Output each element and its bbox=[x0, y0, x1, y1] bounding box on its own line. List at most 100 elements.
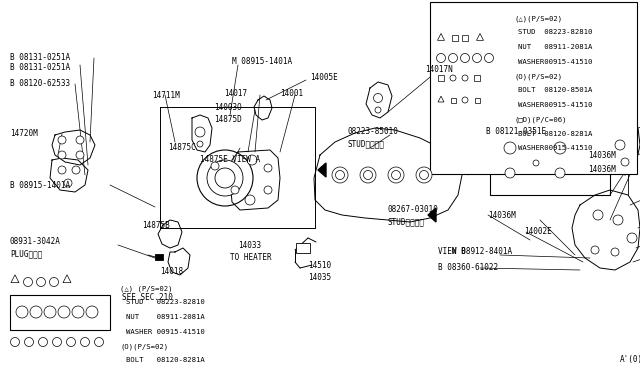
Circle shape bbox=[264, 164, 272, 172]
Circle shape bbox=[231, 186, 239, 194]
Text: 14003O: 14003O bbox=[214, 103, 242, 112]
Circle shape bbox=[505, 168, 515, 178]
Text: PLUGプラグ: PLUGプラグ bbox=[10, 250, 42, 259]
Circle shape bbox=[81, 337, 90, 346]
Circle shape bbox=[360, 167, 376, 183]
Text: 14017N: 14017N bbox=[425, 65, 452, 74]
Circle shape bbox=[504, 142, 516, 154]
Circle shape bbox=[10, 337, 19, 346]
Text: 14510: 14510 bbox=[308, 260, 331, 269]
Circle shape bbox=[533, 160, 539, 166]
Circle shape bbox=[76, 151, 84, 159]
Text: STUD   08223-82810: STUD 08223-82810 bbox=[126, 299, 205, 305]
Circle shape bbox=[36, 278, 45, 286]
Text: 08931-3042A: 08931-3042A bbox=[10, 237, 61, 247]
Bar bbox=[474, 97, 479, 103]
Text: BOLT  08120-8501A: BOLT 08120-8501A bbox=[518, 87, 593, 93]
Text: STUDスタッド: STUDスタッド bbox=[388, 218, 425, 227]
Circle shape bbox=[484, 54, 493, 62]
Text: STUDスタッド: STUDスタッド bbox=[348, 140, 385, 148]
Text: BOLT   08120-8281A: BOLT 08120-8281A bbox=[126, 357, 205, 363]
Circle shape bbox=[197, 141, 203, 147]
Polygon shape bbox=[438, 33, 445, 40]
Text: 14018: 14018 bbox=[160, 267, 183, 276]
Circle shape bbox=[593, 210, 603, 220]
Circle shape bbox=[449, 54, 458, 62]
Circle shape bbox=[76, 136, 84, 144]
Circle shape bbox=[615, 140, 625, 150]
Text: WASHER00915-41510: WASHER00915-41510 bbox=[518, 58, 593, 64]
Circle shape bbox=[388, 167, 404, 183]
Bar bbox=[10, 295, 110, 330]
Circle shape bbox=[197, 150, 253, 206]
Polygon shape bbox=[477, 33, 483, 40]
Circle shape bbox=[374, 93, 383, 103]
Polygon shape bbox=[318, 163, 326, 177]
Circle shape bbox=[335, 170, 344, 180]
Text: WASHER 00915-41510: WASHER 00915-41510 bbox=[126, 328, 205, 334]
Bar bbox=[452, 35, 458, 41]
Circle shape bbox=[52, 337, 61, 346]
Circle shape bbox=[375, 107, 381, 113]
Text: (O)(P/S=02): (O)(P/S=02) bbox=[514, 73, 562, 80]
Polygon shape bbox=[11, 275, 19, 283]
Text: 14002E: 14002E bbox=[524, 228, 552, 237]
Circle shape bbox=[613, 215, 623, 225]
Text: B 08360-61022: B 08360-61022 bbox=[438, 263, 498, 273]
Text: (O)(P/S=02): (O)(P/S=02) bbox=[120, 343, 168, 350]
Circle shape bbox=[67, 337, 76, 346]
Circle shape bbox=[211, 162, 219, 170]
Text: 08223-85010: 08223-85010 bbox=[348, 128, 399, 137]
Circle shape bbox=[419, 170, 429, 180]
Polygon shape bbox=[438, 96, 444, 102]
Circle shape bbox=[461, 54, 470, 62]
Bar bbox=[451, 97, 456, 103]
Bar bbox=[474, 75, 480, 81]
Circle shape bbox=[207, 160, 243, 196]
Circle shape bbox=[58, 306, 70, 318]
Circle shape bbox=[215, 168, 235, 188]
Polygon shape bbox=[63, 275, 71, 283]
Text: N 08912-8401A: N 08912-8401A bbox=[452, 247, 512, 257]
Text: WASHER00915-41510: WASHER00915-41510 bbox=[518, 145, 593, 151]
Text: 14711M: 14711M bbox=[152, 90, 180, 99]
Text: 14875C: 14875C bbox=[168, 144, 196, 153]
Circle shape bbox=[554, 142, 566, 154]
Circle shape bbox=[450, 75, 456, 81]
Text: 14875B: 14875B bbox=[142, 221, 170, 230]
Text: 14720M: 14720M bbox=[10, 129, 38, 138]
Circle shape bbox=[245, 195, 255, 205]
Circle shape bbox=[611, 248, 619, 256]
Bar bbox=[490, 100, 610, 195]
Text: 14036M: 14036M bbox=[588, 151, 616, 160]
Circle shape bbox=[24, 337, 33, 346]
Circle shape bbox=[332, 167, 348, 183]
Circle shape bbox=[462, 75, 468, 81]
Bar bbox=[430, 2, 637, 174]
Text: (△) (P/S=02): (△) (P/S=02) bbox=[120, 285, 173, 292]
Text: B 08131-0251A: B 08131-0251A bbox=[10, 64, 70, 73]
Circle shape bbox=[72, 306, 84, 318]
Circle shape bbox=[472, 54, 481, 62]
Text: B 08120-62533: B 08120-62533 bbox=[10, 80, 70, 89]
Polygon shape bbox=[428, 208, 436, 222]
Text: TO HEATER: TO HEATER bbox=[230, 253, 271, 263]
Text: 14017: 14017 bbox=[224, 89, 247, 97]
Circle shape bbox=[24, 278, 33, 286]
Text: M 08915-1401A: M 08915-1401A bbox=[232, 58, 292, 67]
Text: 14036M: 14036M bbox=[488, 211, 516, 219]
Circle shape bbox=[555, 168, 565, 178]
Text: NUT    08911-2081A: NUT 08911-2081A bbox=[126, 314, 205, 320]
Text: WASHER00915-41510: WASHER00915-41510 bbox=[518, 102, 593, 108]
Text: 14033: 14033 bbox=[238, 241, 261, 250]
Text: 08267-03010: 08267-03010 bbox=[388, 205, 439, 215]
Circle shape bbox=[462, 97, 468, 103]
Circle shape bbox=[416, 167, 432, 183]
Circle shape bbox=[44, 306, 56, 318]
Circle shape bbox=[247, 155, 257, 165]
Bar bbox=[296, 243, 310, 253]
Text: STUD  08223-82810: STUD 08223-82810 bbox=[518, 29, 593, 35]
Circle shape bbox=[16, 306, 28, 318]
Circle shape bbox=[30, 306, 42, 318]
Circle shape bbox=[392, 170, 401, 180]
